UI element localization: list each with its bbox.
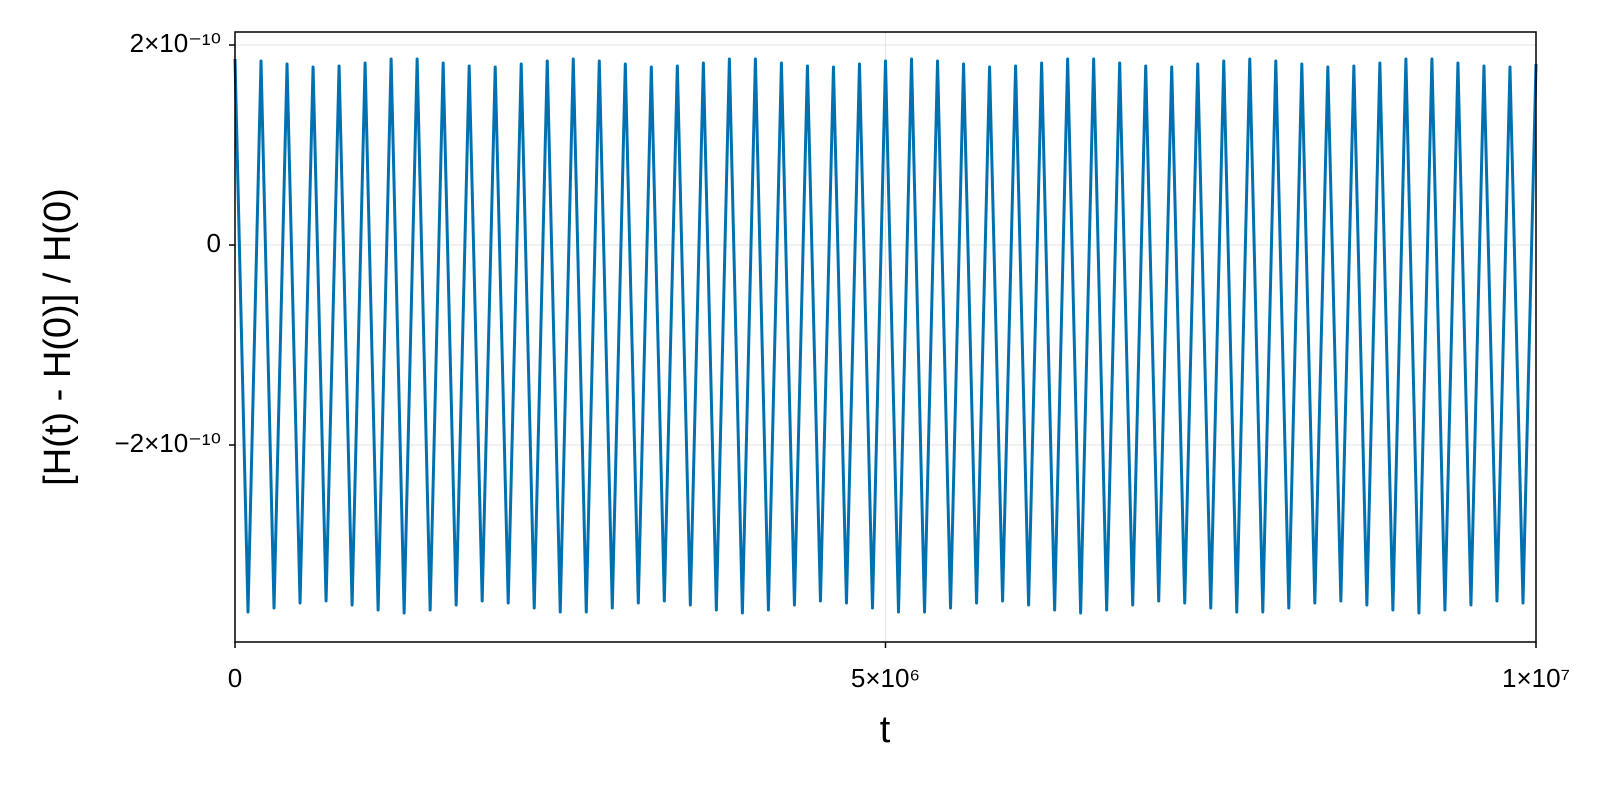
y-tick-label: 2×10⁻¹⁰: [130, 28, 221, 58]
x-axis-label: t: [880, 709, 891, 751]
x-tick-label: 5×10⁶: [851, 663, 920, 693]
x-tick-label: 0: [228, 663, 242, 693]
y-tick-label: −2×10⁻¹⁰: [114, 428, 221, 458]
y-axis-label: [H(t) - H(0)] / H(0): [37, 188, 79, 486]
plot-frame: [234, 31, 1537, 643]
y-tick-label: 0: [207, 228, 221, 258]
x-tick-label: 1×10⁷: [1502, 663, 1570, 693]
data-line: [233, 57, 1538, 615]
